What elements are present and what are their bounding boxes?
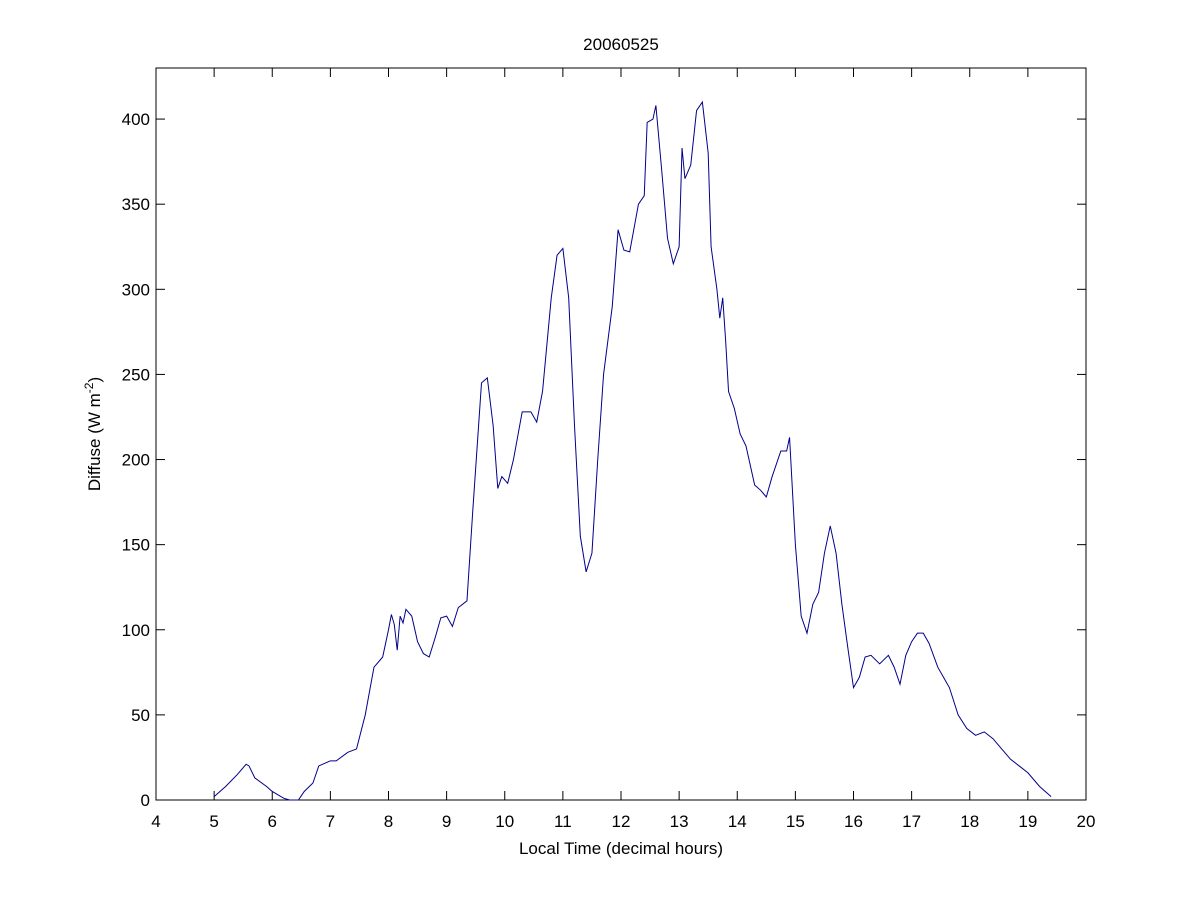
x-tick-label: 13 xyxy=(670,812,689,831)
x-tick-label: 5 xyxy=(209,812,218,831)
y-label-text: Diffuse (W m xyxy=(85,393,104,491)
x-tick-label: 11 xyxy=(554,812,572,831)
x-tick-label: 19 xyxy=(1018,812,1037,831)
y-tick-label: 250 xyxy=(122,365,150,384)
x-tick-label: 14 xyxy=(728,812,747,831)
x-tick-label: 12 xyxy=(612,812,631,831)
x-tick-label: 9 xyxy=(442,812,451,831)
y-label-end: ) xyxy=(85,377,104,383)
y-tick-label: 200 xyxy=(122,451,150,470)
x-tick-label: 17 xyxy=(902,812,921,831)
y-tick-label: 0 xyxy=(141,791,150,810)
x-tick-label: 20 xyxy=(1077,812,1096,831)
y-tick-label: 100 xyxy=(122,621,150,640)
y-tick-label: 50 xyxy=(131,706,150,725)
x-tick-label: 8 xyxy=(384,812,393,831)
x-tick-label: 16 xyxy=(844,812,863,831)
x-tick-label: 4 xyxy=(151,812,160,831)
x-tick-label: 7 xyxy=(326,812,335,831)
chart-title: 20060525 xyxy=(583,35,659,54)
y-axis-label: Diffuse (W m-2) xyxy=(82,377,104,491)
x-tick-label: 10 xyxy=(495,812,514,831)
x-axis-label: Local Time (decimal hours) xyxy=(519,839,723,858)
data-line xyxy=(213,100,1052,801)
y-label-sup: -2 xyxy=(82,382,96,393)
y-tick-label: 400 xyxy=(122,110,150,129)
y-tick-label: 350 xyxy=(122,195,150,214)
y-tick-label: 300 xyxy=(122,280,150,299)
x-tick-label: 15 xyxy=(786,812,805,831)
x-tick-label: 18 xyxy=(960,812,979,831)
y-tick-label: 150 xyxy=(122,536,150,555)
x-tick-label: 6 xyxy=(268,812,277,831)
